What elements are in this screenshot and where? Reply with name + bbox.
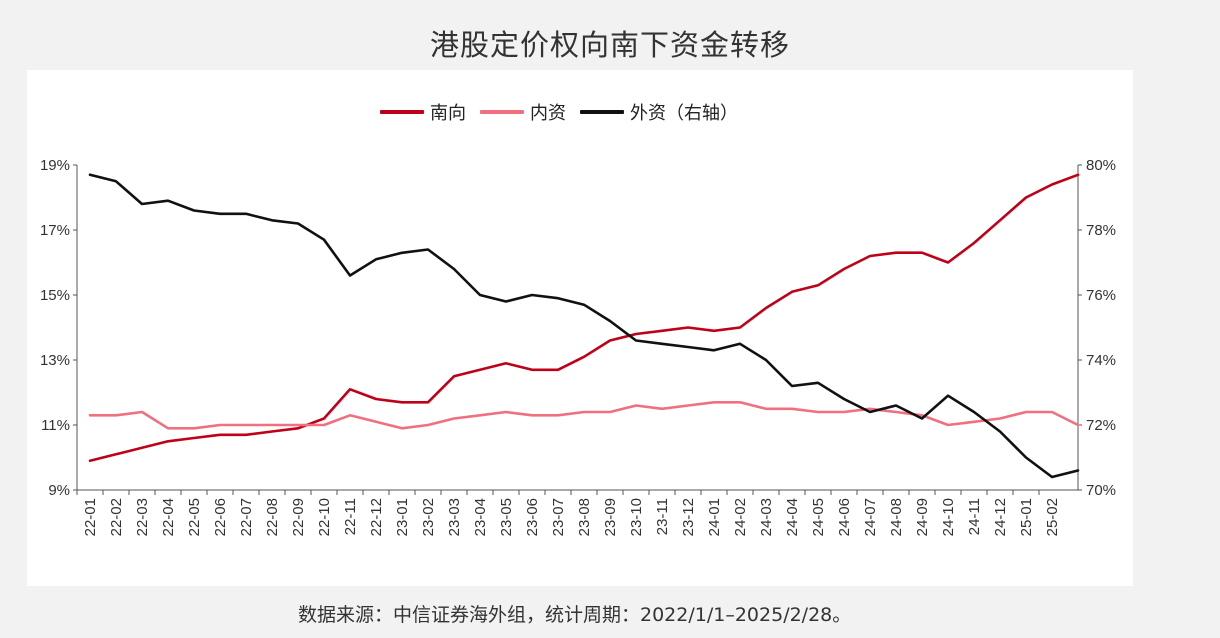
x-tick-label: 22-03	[134, 498, 151, 536]
x-tick-label: 24-08	[888, 498, 905, 536]
x-tick-label: 22-06	[212, 498, 229, 536]
x-tick-label: 22-08	[264, 498, 281, 536]
left-tick-label: 15%	[40, 287, 70, 304]
legend-item-southbound: 南向	[380, 99, 466, 125]
x-tick-label: 24-07	[862, 498, 879, 536]
right-tick-label: 78%	[1086, 222, 1116, 239]
x-tick-label: 22-11	[342, 498, 359, 535]
series-line-1	[88, 400, 1080, 430]
x-tick-label: 25-01	[1018, 498, 1035, 536]
legend-item-domestic: 内资	[480, 99, 566, 125]
x-tick-label: 22-10	[316, 498, 333, 536]
right-tick-label: 70%	[1086, 482, 1116, 499]
x-tick-label: 23-10	[628, 498, 645, 536]
legend-swatch-southbound	[380, 110, 424, 114]
x-tick-label: 23-04	[472, 498, 489, 536]
chart-legend: 南向 内资 外资（右轴）	[380, 100, 738, 124]
x-tick-label: 24-11	[966, 498, 983, 535]
x-tick-label: 23-12	[680, 498, 697, 536]
x-tick-label: 22-01	[82, 498, 99, 536]
left-tick-label: 9%	[48, 482, 70, 499]
x-tick-label: 24-09	[914, 498, 931, 536]
x-tick-label: 24-05	[810, 498, 827, 536]
x-tick-label: 23-06	[524, 498, 541, 536]
x-tick-label: 22-04	[160, 498, 177, 536]
legend-label-domestic: 内资	[530, 103, 566, 124]
x-tick-label: 24-04	[784, 498, 801, 536]
chart-title: 港股定价权向南下资金转移	[429, 28, 790, 62]
x-tick-label: 24-03	[758, 498, 775, 536]
x-tick-label: 23-01	[394, 498, 411, 536]
x-tick-label: 23-02	[420, 498, 437, 536]
x-tick-label: 22-07	[238, 498, 255, 536]
right-tick-label: 76%	[1086, 287, 1116, 304]
x-tick-label: 23-09	[602, 498, 619, 536]
x-tick-label: 22-02	[108, 498, 125, 536]
x-tick-label: 25-02	[1044, 498, 1061, 536]
legend-swatch-domestic	[480, 110, 524, 114]
x-tick-label: 23-05	[498, 498, 515, 536]
x-tick-label: 23-07	[550, 498, 567, 536]
legend-item-foreign: 外资（右轴）	[580, 99, 738, 125]
legend-label-southbound: 南向	[430, 103, 466, 124]
x-tick-label: 24-01	[706, 498, 723, 536]
left-tick-label: 17%	[40, 222, 70, 239]
x-tick-label: 23-03	[446, 498, 463, 536]
right-tick-label: 72%	[1086, 417, 1116, 434]
x-tick-label: 23-08	[576, 498, 593, 536]
series-line-2	[88, 173, 1080, 479]
left-tick-label: 11%	[41, 417, 70, 434]
right-tick-label: 74%	[1086, 352, 1116, 369]
left-tick-label: 13%	[40, 352, 70, 369]
series-line-0	[88, 173, 1080, 463]
x-tick-label: 23-11	[654, 498, 671, 535]
chart-panel	[27, 70, 1133, 586]
x-tick-label: 22-12	[368, 498, 385, 536]
x-tick-label: 22-05	[186, 498, 203, 536]
legend-label-foreign: 外资（右轴）	[630, 103, 738, 124]
x-tick-label: 24-10	[940, 498, 957, 536]
x-tick-label: 24-06	[836, 498, 853, 536]
x-tick-label: 24-02	[732, 498, 749, 536]
x-tick-label: 24-12	[992, 498, 1009, 536]
x-tick-label: 22-09	[290, 498, 307, 536]
source-note: 数据来源：中信证券海外组，统计周期：2022/1/1–2025/2/28。	[298, 604, 852, 626]
right-tick-label: 80%	[1086, 157, 1116, 174]
left-tick-label: 19%	[40, 157, 70, 174]
legend-swatch-foreign	[580, 110, 624, 114]
